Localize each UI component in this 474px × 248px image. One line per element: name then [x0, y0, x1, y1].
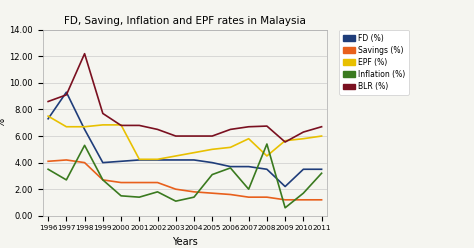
Legend: FD (%), Savings (%), EPF (%), Inflation (%), BLR (%): FD (%), Savings (%), EPF (%), Inflation …	[339, 30, 409, 95]
FD (%)	[46, 117, 51, 120]
Savings (%)	[173, 188, 179, 191]
Savings (%)	[46, 160, 51, 163]
EPF (%)	[100, 124, 106, 126]
FD (%)	[301, 168, 306, 171]
Line: Inflation (%): Inflation (%)	[48, 144, 321, 208]
FD (%)	[210, 161, 215, 164]
BLR (%)	[319, 125, 324, 128]
Savings (%)	[155, 181, 160, 184]
Inflation (%)	[264, 143, 270, 146]
Savings (%)	[100, 178, 106, 181]
Line: EPF (%): EPF (%)	[48, 116, 321, 159]
EPF (%)	[173, 155, 179, 157]
Inflation (%)	[46, 168, 51, 171]
FD (%)	[283, 185, 288, 188]
Savings (%)	[246, 196, 252, 199]
Inflation (%)	[319, 172, 324, 175]
Savings (%)	[264, 196, 270, 199]
FD (%)	[264, 168, 270, 171]
X-axis label: Years: Years	[172, 237, 198, 247]
BLR (%)	[137, 124, 142, 127]
BLR (%)	[210, 135, 215, 138]
Inflation (%)	[64, 178, 69, 181]
EPF (%)	[228, 146, 233, 149]
Inflation (%)	[301, 192, 306, 195]
Y-axis label: %: %	[0, 118, 7, 127]
BLR (%)	[246, 125, 252, 128]
FD (%)	[137, 158, 142, 161]
FD (%)	[246, 165, 252, 168]
Inflation (%)	[246, 188, 252, 191]
Savings (%)	[137, 181, 142, 184]
Inflation (%)	[155, 190, 160, 193]
Inflation (%)	[137, 196, 142, 199]
EPF (%)	[137, 158, 142, 161]
EPF (%)	[283, 139, 288, 142]
EPF (%)	[82, 125, 87, 128]
Savings (%)	[64, 158, 69, 161]
Inflation (%)	[173, 200, 179, 203]
FD (%)	[118, 160, 124, 163]
Savings (%)	[301, 198, 306, 201]
FD (%)	[64, 91, 69, 94]
Savings (%)	[228, 193, 233, 196]
EPF (%)	[118, 124, 124, 126]
FD (%)	[173, 158, 179, 161]
Line: BLR (%): BLR (%)	[48, 54, 321, 142]
EPF (%)	[210, 148, 215, 151]
Inflation (%)	[82, 144, 87, 147]
EPF (%)	[191, 151, 197, 154]
FD (%)	[155, 158, 160, 161]
Savings (%)	[210, 192, 215, 195]
Inflation (%)	[191, 196, 197, 199]
EPF (%)	[155, 158, 160, 161]
EPF (%)	[64, 125, 69, 128]
EPF (%)	[46, 115, 51, 118]
EPF (%)	[246, 137, 252, 140]
Savings (%)	[283, 198, 288, 201]
BLR (%)	[118, 124, 124, 127]
FD (%)	[319, 168, 324, 171]
BLR (%)	[191, 135, 197, 138]
Inflation (%)	[118, 194, 124, 197]
FD (%)	[228, 165, 233, 168]
BLR (%)	[100, 112, 106, 115]
Savings (%)	[191, 190, 197, 193]
FD (%)	[100, 161, 106, 164]
EPF (%)	[264, 155, 270, 157]
Title: FD, Saving, Inflation and EPF rates in Malaysia: FD, Saving, Inflation and EPF rates in M…	[64, 16, 306, 26]
Inflation (%)	[210, 173, 215, 176]
Inflation (%)	[228, 166, 233, 169]
BLR (%)	[64, 93, 69, 96]
EPF (%)	[319, 135, 324, 138]
Savings (%)	[319, 198, 324, 201]
BLR (%)	[301, 130, 306, 133]
BLR (%)	[283, 141, 288, 144]
BLR (%)	[46, 100, 51, 103]
EPF (%)	[301, 137, 306, 140]
BLR (%)	[228, 128, 233, 131]
FD (%)	[82, 128, 87, 131]
Savings (%)	[118, 181, 124, 184]
Line: FD (%): FD (%)	[48, 92, 321, 186]
BLR (%)	[173, 135, 179, 138]
Line: Savings (%): Savings (%)	[48, 160, 321, 200]
BLR (%)	[264, 124, 270, 127]
Savings (%)	[82, 161, 87, 164]
FD (%)	[191, 158, 197, 161]
BLR (%)	[82, 52, 87, 55]
BLR (%)	[155, 128, 160, 131]
Inflation (%)	[100, 178, 106, 181]
Inflation (%)	[283, 206, 288, 209]
